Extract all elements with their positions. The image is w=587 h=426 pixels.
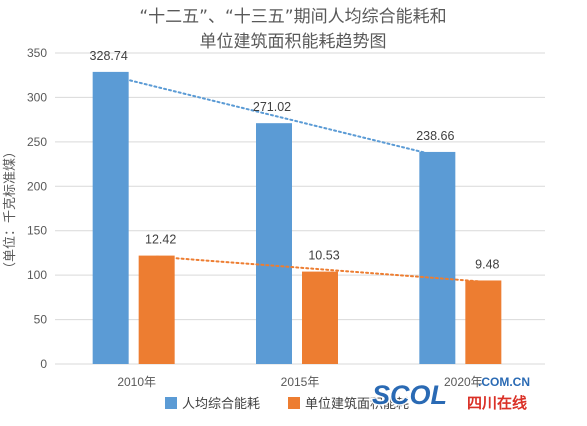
watermark-logo-outline: SCOL: [372, 380, 447, 410]
bars: [92, 71, 502, 365]
watermark-logo: SCOL: [372, 380, 447, 410]
data-label: 271.02: [253, 100, 291, 114]
data-labels: 328.74 12.42 271.02 10.53 238.66 9.48: [90, 49, 500, 272]
watermark-name: 四川在线: [467, 394, 527, 412]
grid-lines: [55, 52, 545, 365]
x-tick-label: 2020年: [444, 375, 483, 389]
data-label: 238.66: [416, 129, 454, 143]
x-axis-ticks: 2010年 2015年 2020年: [117, 375, 482, 389]
y-tick-label: 0: [40, 357, 47, 371]
bar-per-area: [302, 271, 338, 364]
chart-title-line1: “十二五”、“十三五”期间人均综合能耗和: [139, 7, 446, 27]
legend: 人均综合能耗 单位建筑面积能耗: [165, 396, 409, 412]
watermark: SCOL SCOL .COM.CN 四川在线: [371, 375, 550, 412]
trendline-per-capita: [109, 74, 439, 157]
y-tick-label: 50: [34, 313, 48, 327]
data-label: 12.42: [145, 233, 176, 247]
legend-swatch-per-area: [288, 397, 300, 409]
y-tick-label: 100: [27, 268, 47, 282]
data-label: 9.48: [475, 257, 499, 271]
chart-title-line2: 单位建筑面积能耗趋势图: [200, 32, 387, 52]
trendlines: [109, 74, 485, 283]
watermark-name-bg: [465, 392, 550, 412]
y-tick-label: 200: [27, 179, 47, 193]
bar-per-capita: [419, 151, 456, 364]
legend-label-per-area: 单位建筑面积能耗: [305, 396, 409, 412]
trendline-per-area: [155, 255, 485, 283]
bar-per-capita: [92, 71, 129, 365]
y-axis-ticks: 0 50 100 150 200 250 300 350: [27, 46, 47, 371]
watermark-domain: .COM.CN: [478, 375, 530, 389]
bar-per-area: [465, 280, 502, 364]
bar-per-area: [138, 255, 175, 364]
data-label: 328.74: [90, 49, 128, 63]
legend-label-per-capita: 人均综合能耗: [182, 397, 260, 412]
y-tick-label: 250: [27, 135, 47, 149]
y-axis-label: （单位：千克标准煤）: [3, 145, 18, 275]
y-tick-label: 350: [27, 46, 47, 60]
bar-per-capita: [256, 123, 292, 364]
y-tick-label: 300: [27, 90, 47, 104]
legend-swatch-per-capita: [165, 397, 177, 409]
x-tick-label: 2015年: [281, 375, 320, 389]
y-tick-label: 150: [27, 224, 47, 238]
x-tick-label: 2010年: [117, 375, 156, 389]
data-label: 10.53: [308, 249, 339, 263]
